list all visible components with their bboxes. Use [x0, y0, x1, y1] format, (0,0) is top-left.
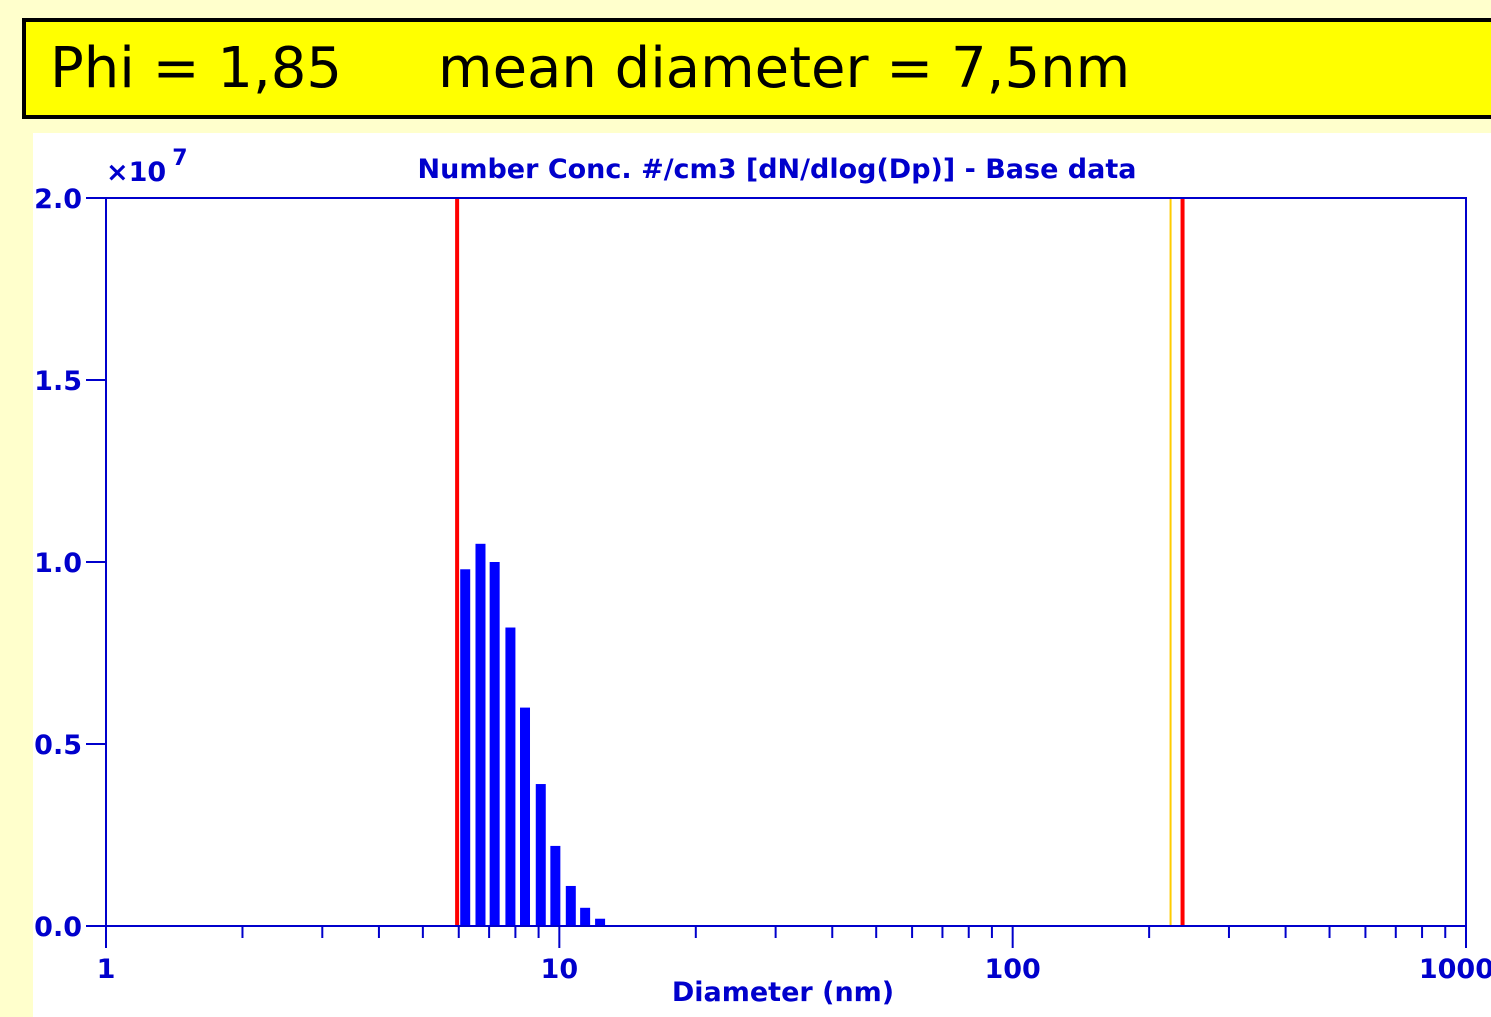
y-tick-label: 2.0	[34, 184, 82, 215]
bar	[550, 845, 561, 926]
y-tick-label: 0.0	[34, 912, 82, 943]
y-multiplier-base: ×10	[106, 157, 166, 188]
bar	[460, 569, 471, 926]
y-multiplier-exponent: 7	[172, 146, 187, 171]
y-tick-label: 0.5	[34, 730, 82, 761]
x-tick-label: 1	[97, 954, 116, 985]
plot-panel	[33, 133, 1491, 1017]
x-tick-label: 10	[541, 954, 579, 985]
bar	[489, 562, 500, 926]
plot-frame	[105, 197, 1467, 927]
y-tick-label: 1.5	[34, 366, 82, 397]
chart-title: Number Conc. #/cm3 [dN/dlog(Dp)] - Base …	[418, 154, 1137, 185]
bar	[535, 784, 546, 926]
reference-lines	[455, 198, 1185, 926]
bar	[565, 885, 576, 926]
y-axis: 0.0 0.5 1.0 1.5 2.0	[34, 184, 106, 943]
bar-series	[460, 543, 606, 926]
y-tick-label: 1.0	[34, 548, 82, 579]
x-axis: 1 10 100 1000	[97, 926, 1491, 985]
bar	[475, 543, 486, 926]
bar	[520, 707, 531, 926]
phi-value: Phi = 1,85	[50, 36, 343, 101]
x-tick-label: 1000	[1419, 954, 1491, 985]
bar	[580, 907, 591, 926]
x-axis-label: Diameter (nm)	[672, 977, 894, 1008]
mean-diameter-value: mean diameter = 7,5nm	[438, 36, 1131, 101]
x-tick-label: 100	[984, 954, 1040, 985]
summary-banner: Phi = 1,85 mean diameter = 7,5nm	[22, 18, 1491, 119]
bar	[505, 627, 516, 926]
y-multiplier: ×10 7	[106, 146, 188, 188]
bar	[595, 918, 606, 926]
